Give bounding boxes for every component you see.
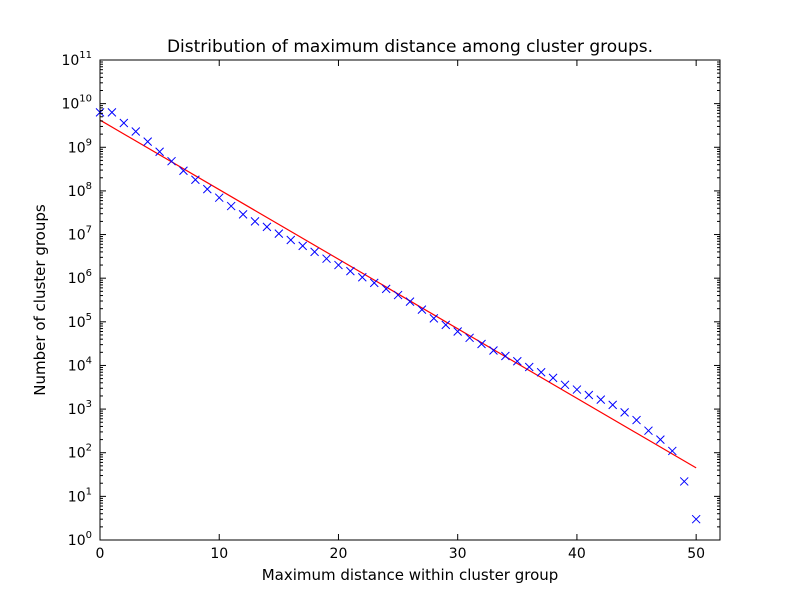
data-point <box>369 278 379 288</box>
data-point <box>238 210 248 219</box>
data-point <box>262 222 272 232</box>
data-point <box>131 127 141 136</box>
x-tick-label: 40 <box>568 546 586 562</box>
data-point <box>465 333 474 343</box>
data-point <box>346 266 355 276</box>
y-tick-label: 100 <box>68 530 92 549</box>
data-point <box>226 201 236 211</box>
y-tick-label: 107 <box>68 225 92 244</box>
data-point <box>691 514 701 524</box>
x-tick-label: 50 <box>687 546 705 562</box>
data-point <box>214 193 224 203</box>
data-point <box>656 435 665 444</box>
data-point <box>667 446 677 456</box>
data-point <box>501 351 510 361</box>
data-point <box>548 373 558 383</box>
x-tick-label: 0 <box>96 546 105 562</box>
chart-title: Distribution of maximum distance among c… <box>167 37 653 57</box>
data-point <box>572 385 582 394</box>
data-point <box>119 118 129 128</box>
plot-frame <box>99 59 721 541</box>
y-tick-label: 103 <box>68 399 92 418</box>
y-tick-label: 102 <box>68 443 92 462</box>
data-point <box>608 400 618 410</box>
y-tick-label: 1010 <box>61 94 92 113</box>
data-point <box>632 415 641 425</box>
x-tick-label: 30 <box>449 546 467 562</box>
y-tick-label: 106 <box>68 268 92 287</box>
data-point <box>441 320 451 330</box>
data-point <box>381 284 391 294</box>
data-point <box>524 362 534 372</box>
data-point <box>584 390 594 400</box>
y-tick-label: 108 <box>68 181 92 200</box>
plot-area <box>95 108 701 524</box>
data-point <box>560 380 570 390</box>
data-point <box>489 346 498 355</box>
x-axis-label: Maximum distance within cluster group <box>262 566 559 584</box>
data-point <box>596 395 606 404</box>
data-point <box>357 272 367 282</box>
y-tick-label: 101 <box>68 486 92 505</box>
data-point <box>620 408 629 417</box>
data-point <box>536 367 546 377</box>
data-point <box>429 314 439 323</box>
data-point <box>191 175 200 185</box>
y-axis-label: Number of cluster groups <box>31 204 49 396</box>
data-point <box>393 290 403 300</box>
x-tick-label: 20 <box>330 546 348 562</box>
data-point <box>322 254 331 264</box>
data-point <box>179 166 188 176</box>
x-axis: 0 10 20 30 40 50 <box>96 60 705 562</box>
data-point <box>155 147 164 157</box>
data-point <box>679 477 689 486</box>
data-point <box>453 327 463 336</box>
y-tick-label: 104 <box>68 355 92 374</box>
data-point <box>644 426 653 436</box>
x-tick-label: 10 <box>210 546 228 562</box>
data-point <box>107 108 117 117</box>
data-point <box>274 229 284 238</box>
data-point <box>405 297 415 306</box>
data-point <box>143 137 153 146</box>
y-tick-label: 1011 <box>61 50 92 69</box>
data-point <box>286 235 296 245</box>
data-point <box>202 184 212 194</box>
fit-line <box>99 119 697 469</box>
y-tick-label: 109 <box>68 137 92 156</box>
data-point <box>167 156 176 166</box>
data-point <box>477 339 486 349</box>
y-axis: 100 101 102 103 104 105 106 107 108 109 1010 1011 <box>61 50 720 549</box>
data-point <box>417 305 427 315</box>
data-point <box>334 260 343 270</box>
data-point <box>310 247 319 257</box>
data-point <box>250 217 260 226</box>
y-tick-label: 105 <box>68 312 92 331</box>
data-point <box>298 241 308 251</box>
data-point <box>512 356 522 366</box>
